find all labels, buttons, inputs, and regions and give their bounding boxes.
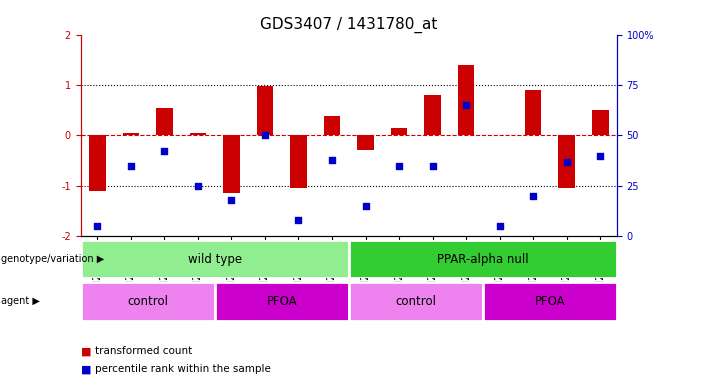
- Point: [259, 132, 271, 139]
- Text: control: control: [395, 295, 436, 308]
- Point: [159, 149, 170, 155]
- Text: control: control: [127, 295, 168, 308]
- Bar: [592, 110, 608, 136]
- Text: PFOA: PFOA: [535, 295, 565, 308]
- Point: [494, 223, 505, 229]
- Bar: [290, 136, 307, 188]
- Text: PFOA: PFOA: [266, 295, 297, 308]
- Point: [192, 183, 203, 189]
- Text: ■: ■: [81, 364, 91, 374]
- Bar: [349, 240, 617, 278]
- Text: transformed count: transformed count: [95, 346, 192, 356]
- Bar: [458, 65, 475, 136]
- Bar: [424, 95, 441, 136]
- Text: wild type: wild type: [188, 253, 242, 266]
- Point: [293, 217, 304, 223]
- Bar: [525, 90, 541, 136]
- Text: agent ▶: agent ▶: [1, 296, 40, 306]
- Bar: [349, 282, 483, 321]
- Bar: [223, 136, 240, 193]
- Point: [226, 197, 237, 203]
- Bar: [483, 282, 617, 321]
- Point: [527, 193, 538, 199]
- Bar: [81, 282, 215, 321]
- Bar: [390, 128, 407, 136]
- Title: GDS3407 / 1431780_at: GDS3407 / 1431780_at: [260, 17, 437, 33]
- Point: [561, 159, 572, 165]
- Text: genotype/variation ▶: genotype/variation ▶: [1, 254, 104, 264]
- Text: PPAR-alpha null: PPAR-alpha null: [437, 253, 529, 266]
- Point: [594, 152, 606, 159]
- Bar: [123, 133, 139, 136]
- Point: [427, 162, 438, 169]
- Bar: [89, 136, 106, 191]
- Text: percentile rank within the sample: percentile rank within the sample: [95, 364, 271, 374]
- Point: [393, 162, 404, 169]
- Point: [125, 162, 137, 169]
- Bar: [257, 86, 273, 136]
- Bar: [215, 282, 349, 321]
- Bar: [189, 133, 206, 136]
- Bar: [558, 136, 575, 188]
- Bar: [81, 240, 349, 278]
- Point: [360, 203, 371, 209]
- Point: [461, 102, 472, 108]
- Bar: [324, 116, 341, 136]
- Point: [92, 223, 103, 229]
- Text: ■: ■: [81, 346, 91, 356]
- Point: [327, 157, 338, 163]
- Bar: [357, 136, 374, 151]
- Bar: [156, 108, 172, 136]
